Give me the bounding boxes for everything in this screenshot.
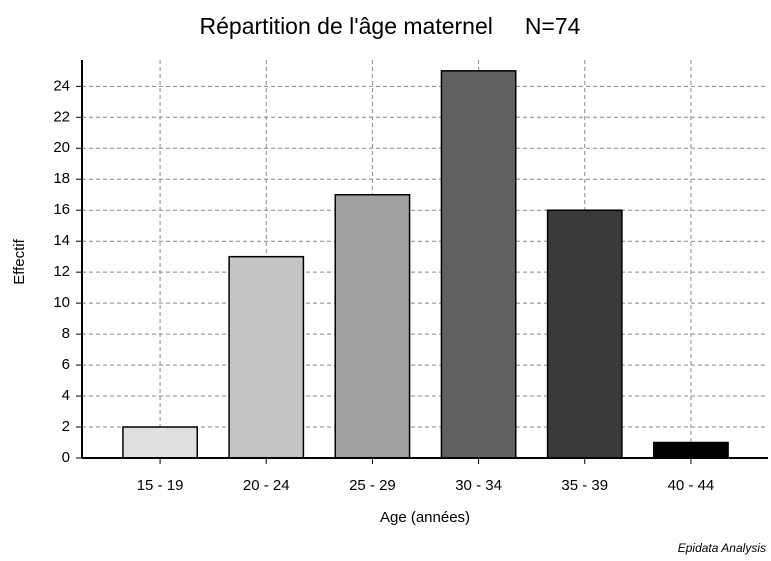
y-tick-label: 20 xyxy=(53,139,70,156)
y-tick-label: 14 xyxy=(53,232,70,249)
x-tick-label: 30 - 34 xyxy=(455,477,502,494)
y-tick-label: 24 xyxy=(53,77,70,94)
y-tick-label: 12 xyxy=(53,263,70,280)
x-tick-label: 40 - 44 xyxy=(668,477,715,494)
chart-title: Répartition de l'âge maternel N=74 xyxy=(200,13,581,39)
bar xyxy=(440,70,517,459)
x-tick-label: 25 - 29 xyxy=(349,477,396,494)
bar xyxy=(653,441,729,459)
bar xyxy=(228,255,305,459)
bar xyxy=(122,426,198,459)
y-axis-label: Effectif xyxy=(11,238,28,284)
y-tick-label: 0 xyxy=(62,449,70,466)
y-tick-label: 2 xyxy=(62,418,70,435)
y-tick-label: 10 xyxy=(53,294,70,311)
footer: Epidata Analysis xyxy=(678,541,766,555)
y-tick-label: 4 xyxy=(62,387,70,404)
x-axis-label: Age (années) xyxy=(380,509,470,526)
y-tick-label: 18 xyxy=(53,170,70,187)
y-tick-label: 16 xyxy=(53,201,70,218)
y-tick-label: 22 xyxy=(53,108,70,125)
y-tick-label: 6 xyxy=(62,356,70,373)
bar xyxy=(334,193,411,459)
x-tick-label: 20 - 24 xyxy=(243,477,290,494)
bar xyxy=(546,209,623,459)
x-tick-label: 35 - 39 xyxy=(561,477,608,494)
y-tick-label: 8 xyxy=(62,325,70,342)
x-tick-label: 15 - 19 xyxy=(137,477,184,494)
